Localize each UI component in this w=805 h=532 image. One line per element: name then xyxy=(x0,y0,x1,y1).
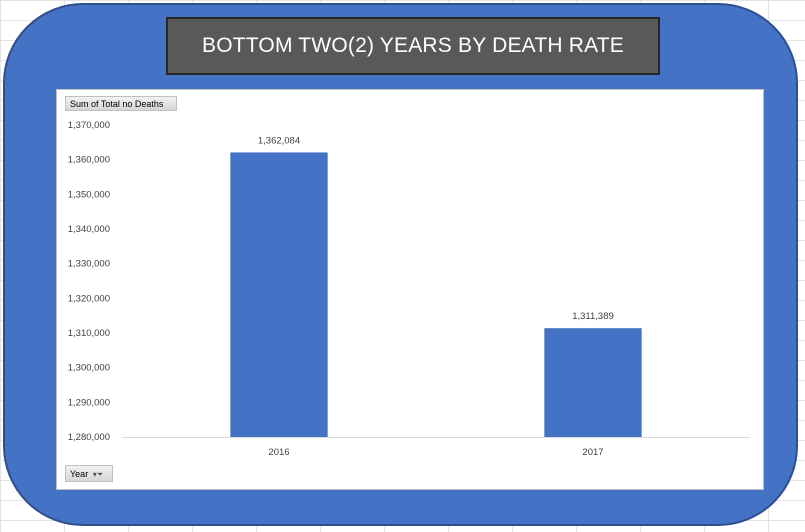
chart-area[interactable] xyxy=(56,89,764,490)
x-axis-labels: 2016 2017 xyxy=(268,447,603,458)
y-tick-label: 1,340,000 xyxy=(68,224,110,235)
y-tick-label: 1,320,000 xyxy=(68,293,110,304)
axis-field-button[interactable]: Year ▾⏷ xyxy=(65,465,113,482)
data-labels: 1,362,084 1,311,389 xyxy=(258,135,614,322)
data-label-2016: 1,362,084 xyxy=(258,135,300,146)
axis-field-label: Year xyxy=(70,469,89,479)
y-axis-labels: 1,280,000 1,290,000 1,300,000 1,310,000 1,32… xyxy=(68,120,110,443)
y-tick-label: 1,310,000 xyxy=(68,328,110,339)
chart-title: BOTTOM TWO(2) YEARS BY DEATH RATE xyxy=(166,17,660,75)
y-tick-label: 1,300,000 xyxy=(68,363,110,374)
y-tick-label: 1,370,000 xyxy=(68,120,110,131)
data-label-2017: 1,311,389 xyxy=(572,311,614,322)
y-tick-label: 1,290,000 xyxy=(68,397,110,408)
bars xyxy=(230,152,642,437)
bar-2016[interactable] xyxy=(230,152,328,437)
x-tick-label-2017: 2017 xyxy=(582,447,603,458)
x-tick-label-2016: 2016 xyxy=(268,447,289,458)
y-tick-label: 1,330,000 xyxy=(68,259,110,270)
bar-2017[interactable] xyxy=(544,328,642,437)
y-tick-label: 1,360,000 xyxy=(68,155,110,166)
filter-dropdown-icon: ▾⏷ xyxy=(92,470,104,479)
value-field-button[interactable]: Sum of Total no Deaths xyxy=(65,96,177,111)
y-tick-label: 1,350,000 xyxy=(68,189,110,200)
y-tick-label: 1,280,000 xyxy=(68,432,110,443)
